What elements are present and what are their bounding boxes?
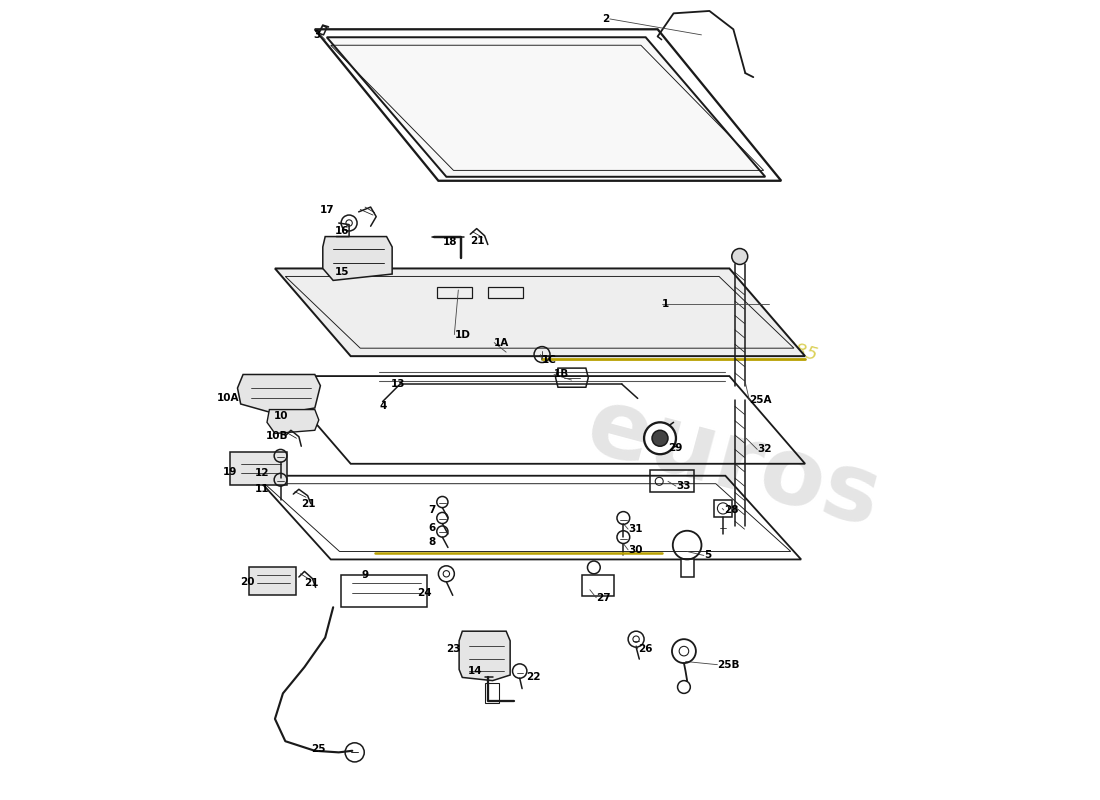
Text: 10A: 10A: [217, 394, 239, 403]
Polygon shape: [267, 410, 319, 434]
Text: 13: 13: [390, 379, 405, 389]
Bar: [230, 452, 287, 486]
Text: 33: 33: [676, 481, 691, 491]
Text: 21: 21: [301, 498, 316, 509]
Bar: [582, 575, 614, 596]
Polygon shape: [459, 631, 510, 681]
Text: 15: 15: [334, 267, 349, 278]
Polygon shape: [322, 237, 392, 281]
Text: 21: 21: [471, 235, 485, 246]
Text: 22: 22: [526, 673, 540, 682]
Text: 1: 1: [661, 299, 669, 310]
Bar: [485, 683, 499, 703]
Text: 20: 20: [241, 577, 255, 586]
Bar: [681, 559, 693, 577]
Text: 25B: 25B: [717, 660, 740, 670]
Text: 1D: 1D: [454, 330, 470, 340]
Text: 27: 27: [596, 593, 611, 602]
Circle shape: [652, 430, 668, 446]
Text: 12: 12: [255, 468, 270, 478]
Text: 7: 7: [428, 505, 436, 515]
Text: 2: 2: [603, 14, 609, 24]
Text: 11: 11: [255, 484, 270, 494]
Text: 24: 24: [417, 588, 432, 598]
Text: 18: 18: [442, 237, 456, 247]
Text: 32: 32: [757, 445, 772, 454]
Text: 1B: 1B: [554, 370, 569, 379]
Text: 8: 8: [428, 537, 436, 547]
Text: 10: 10: [274, 411, 288, 421]
Text: 31: 31: [628, 524, 642, 534]
Bar: [437, 286, 472, 298]
Polygon shape: [327, 38, 766, 177]
Text: 1C: 1C: [542, 355, 557, 365]
Text: euros: euros: [578, 381, 890, 547]
Bar: [650, 470, 694, 493]
Text: 17: 17: [320, 206, 334, 215]
Text: 4: 4: [379, 402, 386, 411]
Text: 25: 25: [310, 744, 326, 754]
Polygon shape: [275, 269, 805, 356]
Circle shape: [732, 249, 748, 265]
Text: 30: 30: [628, 545, 642, 555]
Circle shape: [645, 422, 676, 454]
Text: a passion for parts since 1985: a passion for parts since 1985: [552, 277, 820, 364]
Text: 29: 29: [668, 443, 682, 453]
Bar: [341, 575, 427, 607]
Circle shape: [678, 681, 691, 694]
Text: 3: 3: [314, 30, 320, 40]
Text: 26: 26: [638, 644, 652, 654]
Bar: [714, 500, 732, 517]
Bar: [249, 567, 297, 595]
Text: 14: 14: [468, 666, 482, 676]
Text: 25A: 25A: [749, 395, 772, 405]
Text: 1A: 1A: [494, 338, 509, 347]
Text: 6: 6: [428, 522, 436, 533]
Text: 16: 16: [334, 226, 349, 236]
Text: 10B: 10B: [266, 431, 288, 441]
Text: 21: 21: [305, 578, 319, 588]
Text: 28: 28: [724, 505, 738, 515]
Bar: [487, 286, 522, 298]
Text: 19: 19: [223, 466, 238, 477]
Text: 9: 9: [361, 570, 368, 580]
Polygon shape: [238, 374, 320, 414]
Text: 5: 5: [704, 550, 711, 561]
Text: 23: 23: [447, 644, 461, 654]
